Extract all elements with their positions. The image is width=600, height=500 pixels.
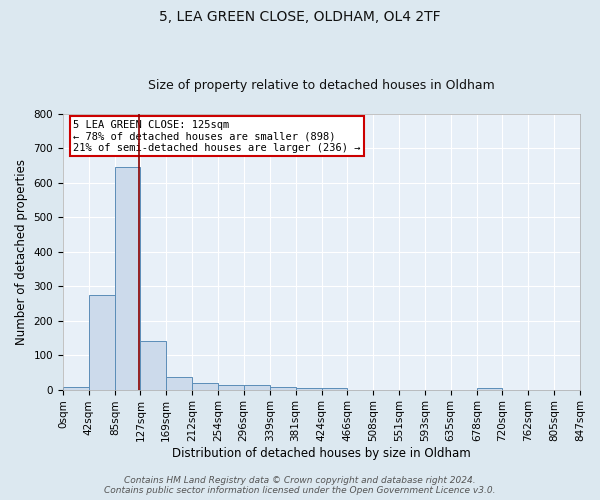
X-axis label: Distribution of detached houses by size in Oldham: Distribution of detached houses by size … (172, 447, 471, 460)
Bar (322, 388, 347, 390)
Bar (244, 386, 270, 390)
Title: Size of property relative to detached houses in Oldham: Size of property relative to detached ho… (148, 79, 495, 92)
Bar (296, 388, 322, 390)
Text: 5 LEA GREEN CLOSE: 125sqm
← 78% of detached houses are smaller (898)
21% of semi: 5 LEA GREEN CLOSE: 125sqm ← 78% of detac… (73, 120, 361, 152)
Bar (115, 168, 140, 390)
Bar (89, 295, 115, 390)
Y-axis label: Number of detached properties: Number of detached properties (15, 159, 28, 345)
Bar (477, 388, 502, 390)
Bar (166, 376, 193, 390)
Text: 5, LEA GREEN CLOSE, OLDHAM, OL4 2TF: 5, LEA GREEN CLOSE, OLDHAM, OL4 2TF (159, 10, 441, 24)
Bar (140, 342, 166, 390)
Bar (63, 387, 89, 390)
Bar (193, 382, 218, 390)
Text: Contains HM Land Registry data © Crown copyright and database right 2024.
Contai: Contains HM Land Registry data © Crown c… (104, 476, 496, 495)
Bar (270, 387, 296, 390)
Bar (218, 385, 244, 390)
